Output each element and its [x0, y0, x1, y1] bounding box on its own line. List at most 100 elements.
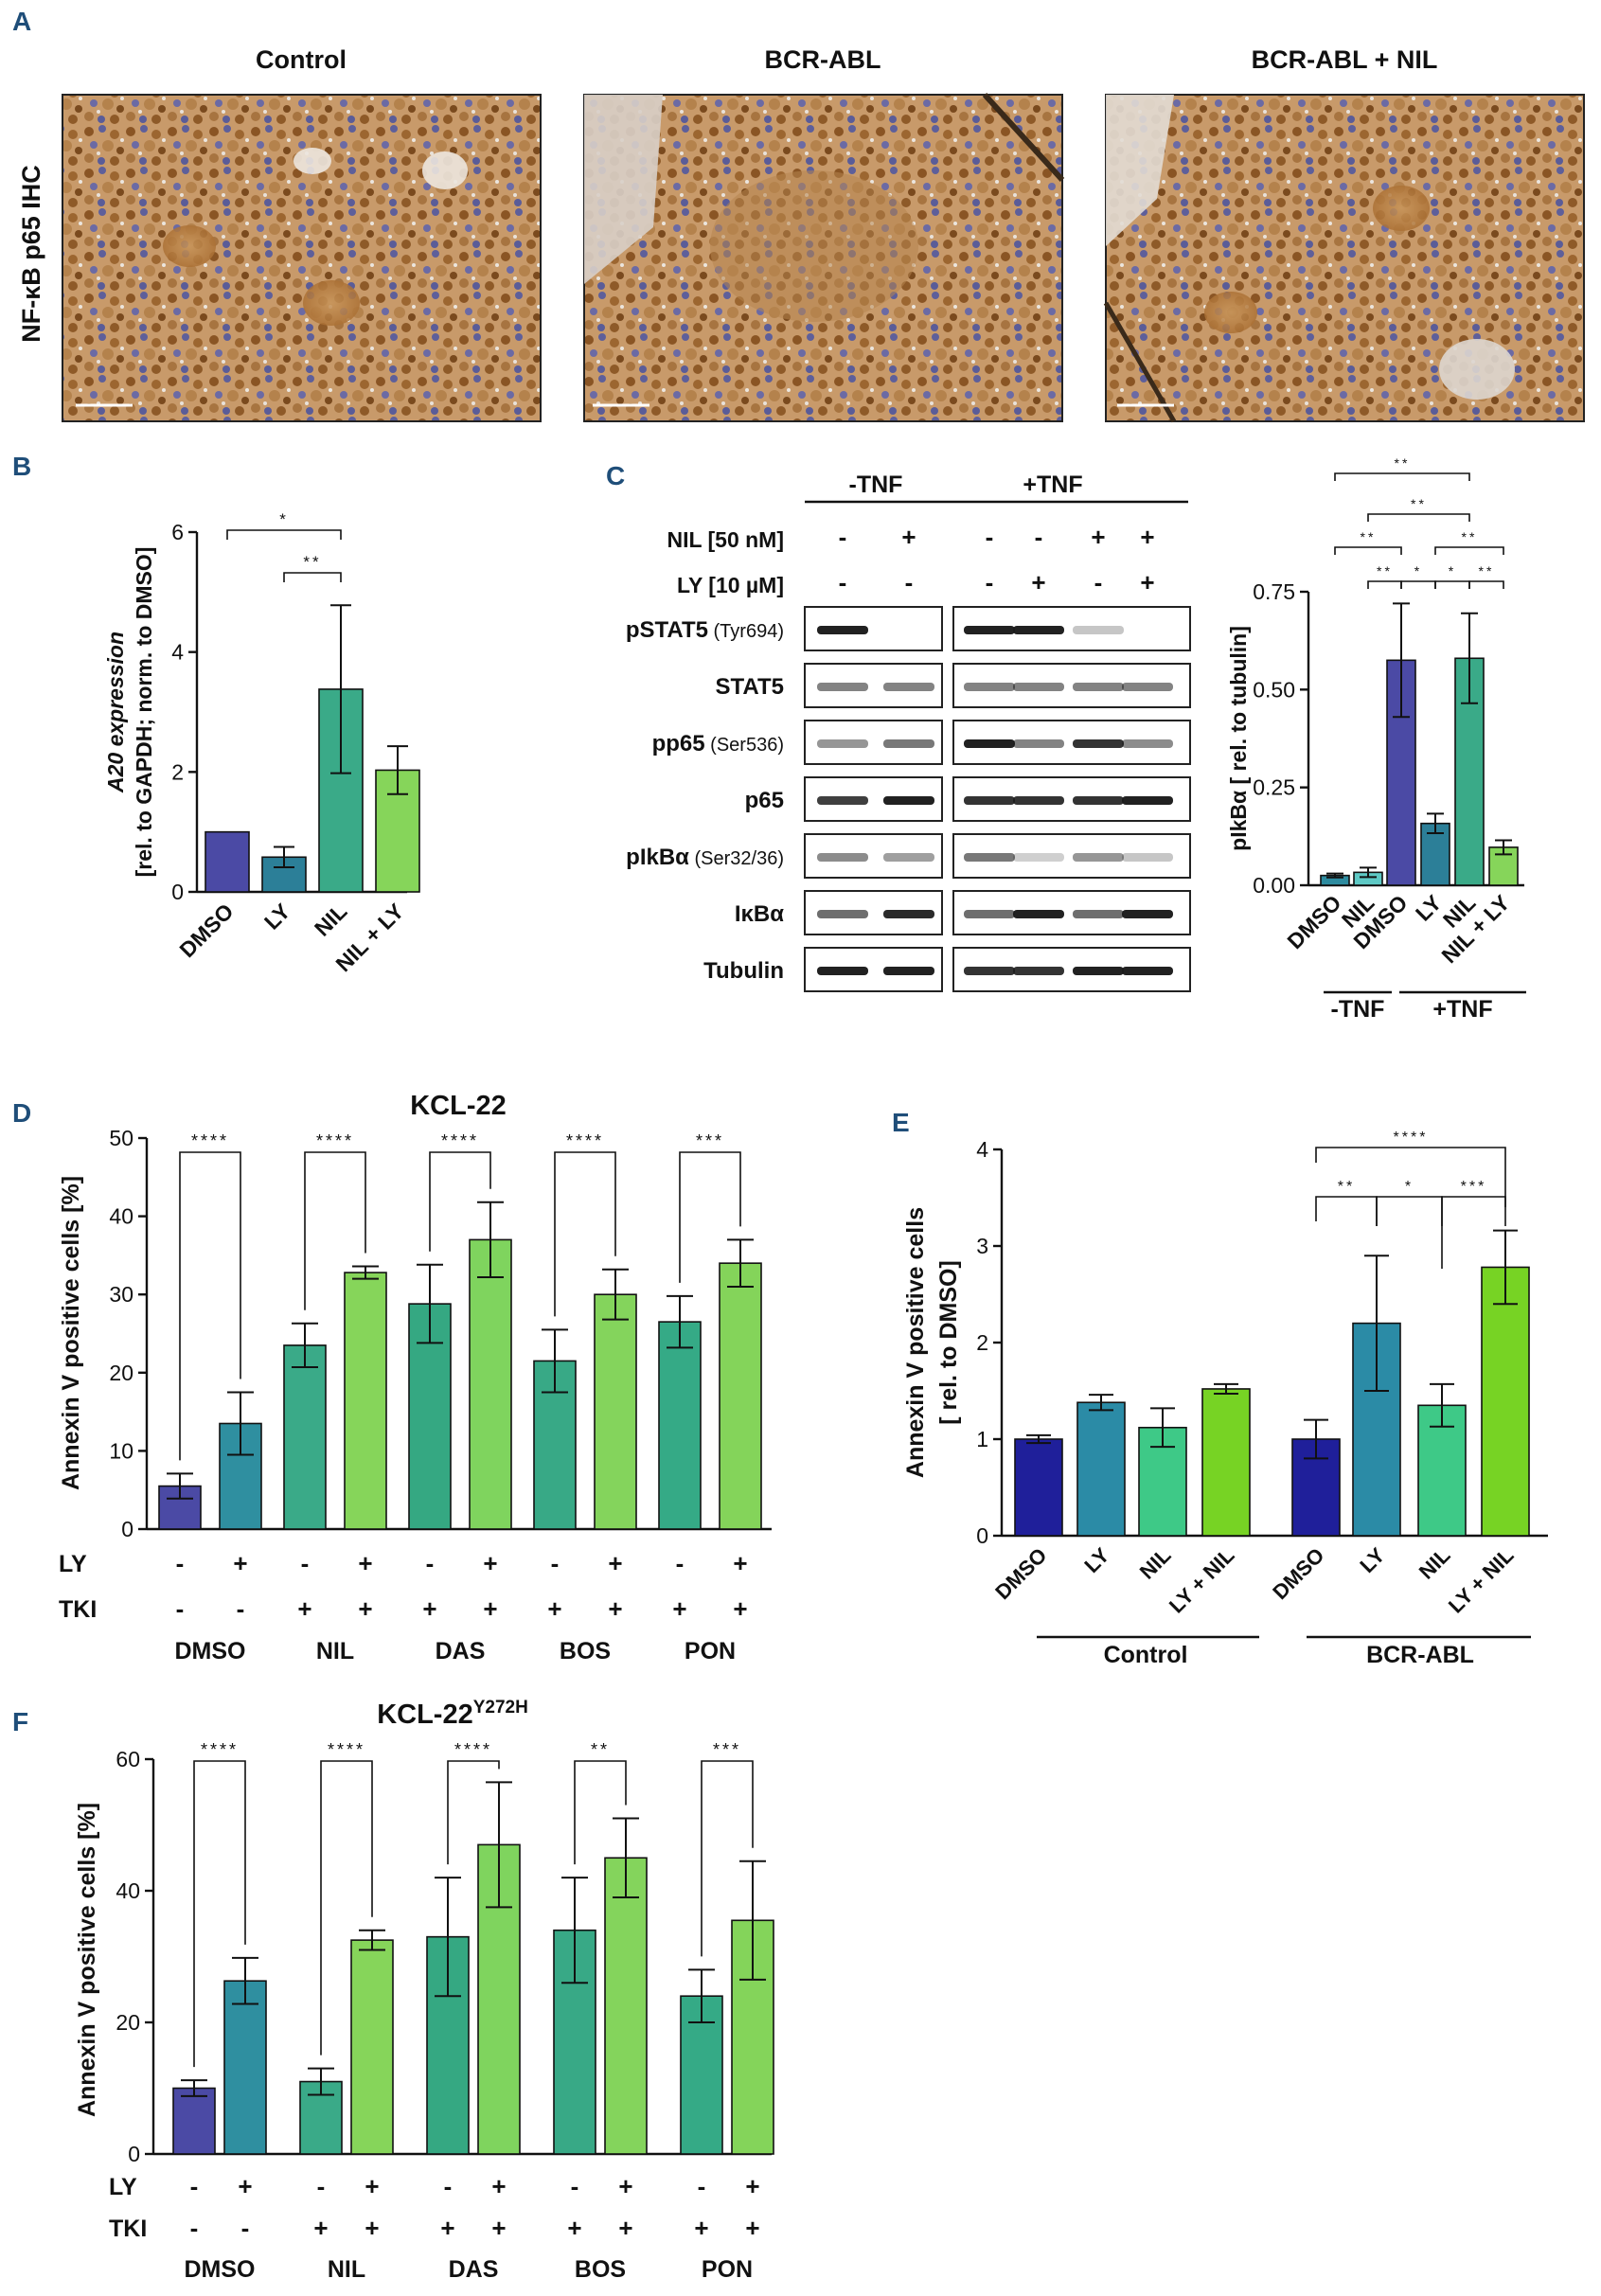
d-ly-sign: - [301, 1549, 310, 1577]
d-ly-sign: + [233, 1549, 247, 1577]
f-ly-sign: - [317, 2172, 326, 2200]
c-significance-label: * [1414, 563, 1422, 578]
e-significance-label: *** [1461, 1179, 1487, 1195]
c-blot-band [883, 739, 934, 748]
f-tki-sign: - [241, 2214, 250, 2242]
c-significance-label: ** [1395, 455, 1411, 471]
f-ly-sign: + [365, 2172, 379, 2200]
e-significance-bracket [1376, 1196, 1443, 1269]
c-blot-band [1073, 910, 1124, 918]
c-treatment-sign: - [1094, 568, 1103, 596]
d-ly-sign: + [358, 1549, 372, 1577]
e-xtick-label: DMSO [1268, 1543, 1328, 1604]
e-bar [1481, 1266, 1530, 1537]
c-treatment-sign: + [1140, 523, 1154, 551]
d-group-label: DMSO [175, 1638, 246, 1664]
f-ytick-label: 20 [116, 2010, 140, 2035]
c-significance-label: * [1449, 563, 1456, 578]
panel-label-f: F [12, 1707, 28, 1736]
c-blot-band [964, 739, 1015, 748]
c-group-label-minus: -TNF [1331, 996, 1385, 1023]
c-treatment-sign: - [839, 523, 847, 551]
c-blot-band [883, 796, 934, 805]
d-significance-bracket [304, 1151, 366, 1310]
d-tki-sign: + [297, 1594, 311, 1623]
f-bar [223, 1980, 267, 2155]
c-blot-band [1122, 683, 1173, 691]
f-tki-sign: + [745, 2214, 759, 2242]
d-ytick-label: 50 [109, 1126, 133, 1150]
c-blot-row-label: IκBα [735, 901, 784, 927]
c-blot-band [1122, 796, 1173, 805]
d-significance-bracket [679, 1151, 741, 1283]
c-blot-band [964, 796, 1015, 805]
c-blot-band [1073, 796, 1124, 805]
b-ylabel-2: [rel. to GAPDH; norm. to DMSO] [132, 547, 156, 878]
d-group-label: DAS [436, 1638, 486, 1664]
b-xtick-label: DMSO [174, 899, 238, 962]
chart-d: 01020304050LYTKI--+-DMSO****-+++NIL****-… [58, 1091, 772, 1664]
c-blot-band [883, 967, 934, 975]
c-blot-band [1073, 967, 1124, 975]
d-bar [469, 1238, 512, 1530]
d-ytick-label: 20 [109, 1361, 133, 1385]
f-tki-sign: - [190, 2214, 199, 2242]
panel-a-title-bcr-abl: BCR-ABL [765, 45, 881, 74]
e-xtick-label: NIL [1135, 1543, 1176, 1584]
e-ytick-label: 1 [976, 1427, 988, 1451]
d-tki-sign: + [547, 1594, 561, 1623]
d-tki-sign: + [733, 1594, 747, 1623]
f-title: KCL-22Y272H [377, 1698, 528, 1730]
d-ytick-label: 40 [109, 1204, 133, 1229]
c-significance-label: ** [1377, 563, 1393, 578]
c-header-minus-tnf: -TNF [849, 472, 903, 498]
c-blot-band [883, 910, 934, 918]
d-ylabel: Annexin V positive cells [%] [58, 1176, 84, 1490]
c-blot-band [964, 626, 1015, 634]
d-ytick-label: 0 [121, 1517, 133, 1541]
b-xtick-label: LY [259, 899, 295, 934]
c-significance-bracket [1434, 580, 1470, 589]
d-row-label-tki: TKI [59, 1596, 97, 1623]
e-xtick-label: LY [1079, 1543, 1113, 1577]
e-significance-bracket [1315, 1147, 1506, 1207]
f-ly-sign: - [444, 2172, 453, 2200]
c-blot-band [1013, 853, 1064, 862]
b-ytick-label: 6 [171, 520, 184, 544]
d-title: KCL-22 [410, 1091, 507, 1121]
panel-label-e: E [892, 1108, 910, 1137]
d-ly-sign: - [176, 1549, 185, 1577]
d-significance-label: *** [696, 1131, 724, 1150]
c-blot-band [1013, 796, 1064, 805]
ihc-image-bcr-abl-nil [1103, 94, 1585, 423]
c-treatment-sign: - [839, 568, 847, 596]
c-xtick-label: DMSO [1282, 890, 1345, 953]
b-significance-label: ** [303, 553, 321, 571]
c-significance-bracket [1434, 546, 1504, 555]
e-xtick-label: LY + NIL [1165, 1543, 1239, 1618]
f-ly-sign: - [190, 2172, 199, 2200]
panel-label-b: B [12, 452, 31, 481]
b-significance-bracket [283, 572, 342, 582]
c-blot-row-label: STAT5 [716, 674, 784, 700]
e-group-label-control: Control [1104, 1642, 1188, 1668]
c-blot-row-label: Tubulin [703, 958, 784, 984]
c-xtick-label: LY [1411, 890, 1447, 926]
c-ytick-label: 0.25 [1253, 775, 1295, 800]
c-treatment-sign: + [1091, 523, 1105, 551]
chart-f: 0204060LYTKI--+-DMSO****-+++NIL****-+++D… [74, 1698, 774, 2283]
b-ytick-label: 2 [171, 759, 184, 784]
panel-a-title-control: Control [256, 45, 347, 74]
d-significance-label: **** [441, 1131, 479, 1150]
c-ytick-label: 0.00 [1253, 873, 1295, 898]
c-blot-band [1122, 910, 1173, 918]
d-bar [719, 1262, 762, 1530]
f-significance-bracket [193, 1760, 246, 2068]
c-significance-bracket [1367, 513, 1470, 522]
f-significance-label: *** [713, 1740, 741, 1759]
c-header-plus-tnf: +TNF [1023, 472, 1082, 498]
c-blot-band [964, 683, 1015, 691]
